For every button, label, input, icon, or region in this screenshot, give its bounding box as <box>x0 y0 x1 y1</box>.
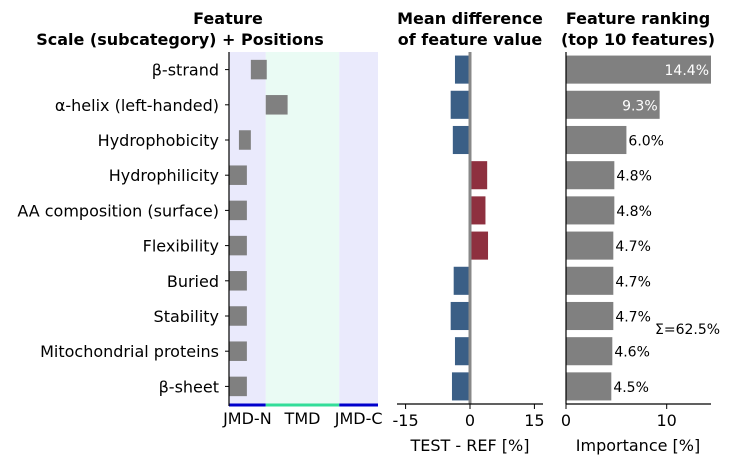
difference-bar <box>454 55 470 84</box>
importance-value-label: 4.6% <box>614 345 650 361</box>
position-bar <box>229 376 247 397</box>
difference-bar <box>450 301 470 331</box>
feature-label: AA composition (surface) <box>17 201 219 220</box>
importance-value-label: 4.5% <box>613 380 649 396</box>
difference-bar <box>470 231 489 260</box>
feature-label: β-strand <box>152 61 219 80</box>
panel3-title-line1: Feature ranking <box>566 9 710 28</box>
panel2-title-line1: Mean difference <box>397 9 543 28</box>
position-bars <box>229 59 288 397</box>
position-bar <box>229 235 247 256</box>
importance-value-label: 9.3% <box>622 98 658 114</box>
difference-bar <box>470 196 486 225</box>
position-bar <box>229 341 247 361</box>
difference-xlabel: TEST - REF [%] <box>410 436 530 455</box>
feature-label: Mitochondrial proteins <box>40 342 219 361</box>
position-bar <box>229 165 247 185</box>
feature-label: β-sheet <box>159 377 219 396</box>
position-axis: JMD-N TMD JMD-C <box>222 52 383 428</box>
feature-label: α-helix (left-handed) <box>55 96 219 115</box>
region-label-jmd-n: JMD-N <box>222 409 272 428</box>
position-bar <box>250 59 267 80</box>
mean-difference-panel: Mean difference of feature value -15 0 15 … <box>393 9 545 455</box>
region-label-jmd-c: JMD-C <box>334 409 383 428</box>
importance-bar <box>566 372 612 401</box>
panel2-title-line2: of feature value <box>398 30 543 49</box>
importance-value-label: 4.7% <box>615 274 651 290</box>
importance-bar <box>566 231 614 260</box>
importance-bar <box>566 125 627 155</box>
importance-xlabel: Importance [%] <box>576 436 700 455</box>
position-bar <box>229 271 247 291</box>
importance-bar <box>566 55 711 84</box>
panel1-title-line1: Feature <box>193 9 263 28</box>
difference-bars <box>450 52 489 404</box>
difference-bar <box>451 372 470 401</box>
feature-label: Hydrophobicity <box>98 131 219 150</box>
importance-bar <box>566 161 615 190</box>
difference-bar <box>454 337 470 366</box>
feature-label: Stability <box>154 307 219 326</box>
region-jmd-c-bg <box>339 52 378 404</box>
importance-tick-label: 10 <box>657 411 677 430</box>
region-label-tmd: TMD <box>284 409 321 428</box>
position-bar <box>238 130 251 150</box>
difference-bar <box>452 125 470 155</box>
importance-value-label: 4.8% <box>616 169 652 185</box>
importance-sum-label: Σ=62.5% <box>655 322 720 338</box>
position-bar <box>229 306 247 326</box>
importance-bar <box>566 266 614 295</box>
importance-bar <box>566 90 660 119</box>
panel1-title-line2: Scale (subcategory) + Positions <box>36 30 324 49</box>
panel3-title-line2: (top 10 features) <box>561 30 715 49</box>
feature-ranking-panel: Feature ranking (top 10 features) 14.4% 9… <box>561 9 720 455</box>
importance-value-label: 14.4% <box>665 63 709 79</box>
difference-bar <box>470 161 488 190</box>
importance-value-label: 4.7% <box>615 239 651 255</box>
importance-value-label: 6.0% <box>628 134 664 150</box>
position-bar <box>229 200 247 221</box>
position-bar <box>265 95 288 115</box>
feature-positions-panel: Feature Scale (subcategory) + Positions … <box>17 9 382 428</box>
region-backgrounds <box>229 52 378 404</box>
feature-label: Buried <box>167 272 219 291</box>
importance-value-label: 4.8% <box>616 204 652 220</box>
difference-tick-label: 0 <box>465 411 475 430</box>
difference-tick-label: -15 <box>393 411 419 430</box>
importance-bars: 14.4% 9.3% 6.0% 4.8% 4.8% 4.7% 4.7% 4.7% 4.6% 4.5… <box>566 55 711 401</box>
difference-bar <box>453 266 470 295</box>
difference-bar <box>450 90 470 119</box>
difference-tick-label: 15 <box>524 411 544 430</box>
importance-tick-label: 0 <box>561 411 571 430</box>
difference-axis: -15 0 15 <box>393 403 545 430</box>
feature-label: Flexibility <box>143 237 219 256</box>
importance-bar <box>566 337 613 366</box>
feature-labels: β-strand α-helix (left-handed) Hydrophobic… <box>17 61 229 396</box>
importance-value-label: 4.7% <box>615 310 651 326</box>
feature-label: Hydrophilicity <box>109 166 219 185</box>
importance-bar <box>566 301 614 331</box>
importance-bar <box>566 196 615 225</box>
importance-axis: 0 10 <box>561 52 711 430</box>
